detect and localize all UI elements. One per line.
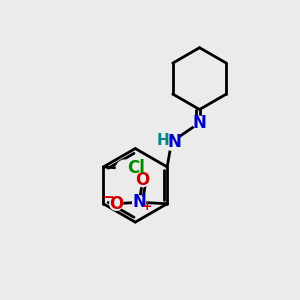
Text: H: H bbox=[157, 133, 170, 148]
Circle shape bbox=[136, 174, 149, 187]
Circle shape bbox=[110, 197, 123, 210]
Circle shape bbox=[193, 116, 206, 129]
Text: N: N bbox=[132, 193, 146, 211]
Text: N: N bbox=[168, 133, 182, 151]
Text: N: N bbox=[193, 114, 206, 132]
Circle shape bbox=[116, 160, 133, 177]
Text: +: + bbox=[142, 200, 152, 214]
Circle shape bbox=[163, 134, 180, 150]
Text: O: O bbox=[136, 171, 150, 189]
Text: −: − bbox=[101, 190, 114, 205]
Text: Cl: Cl bbox=[127, 159, 145, 177]
Circle shape bbox=[133, 196, 146, 209]
Text: O: O bbox=[109, 195, 123, 213]
